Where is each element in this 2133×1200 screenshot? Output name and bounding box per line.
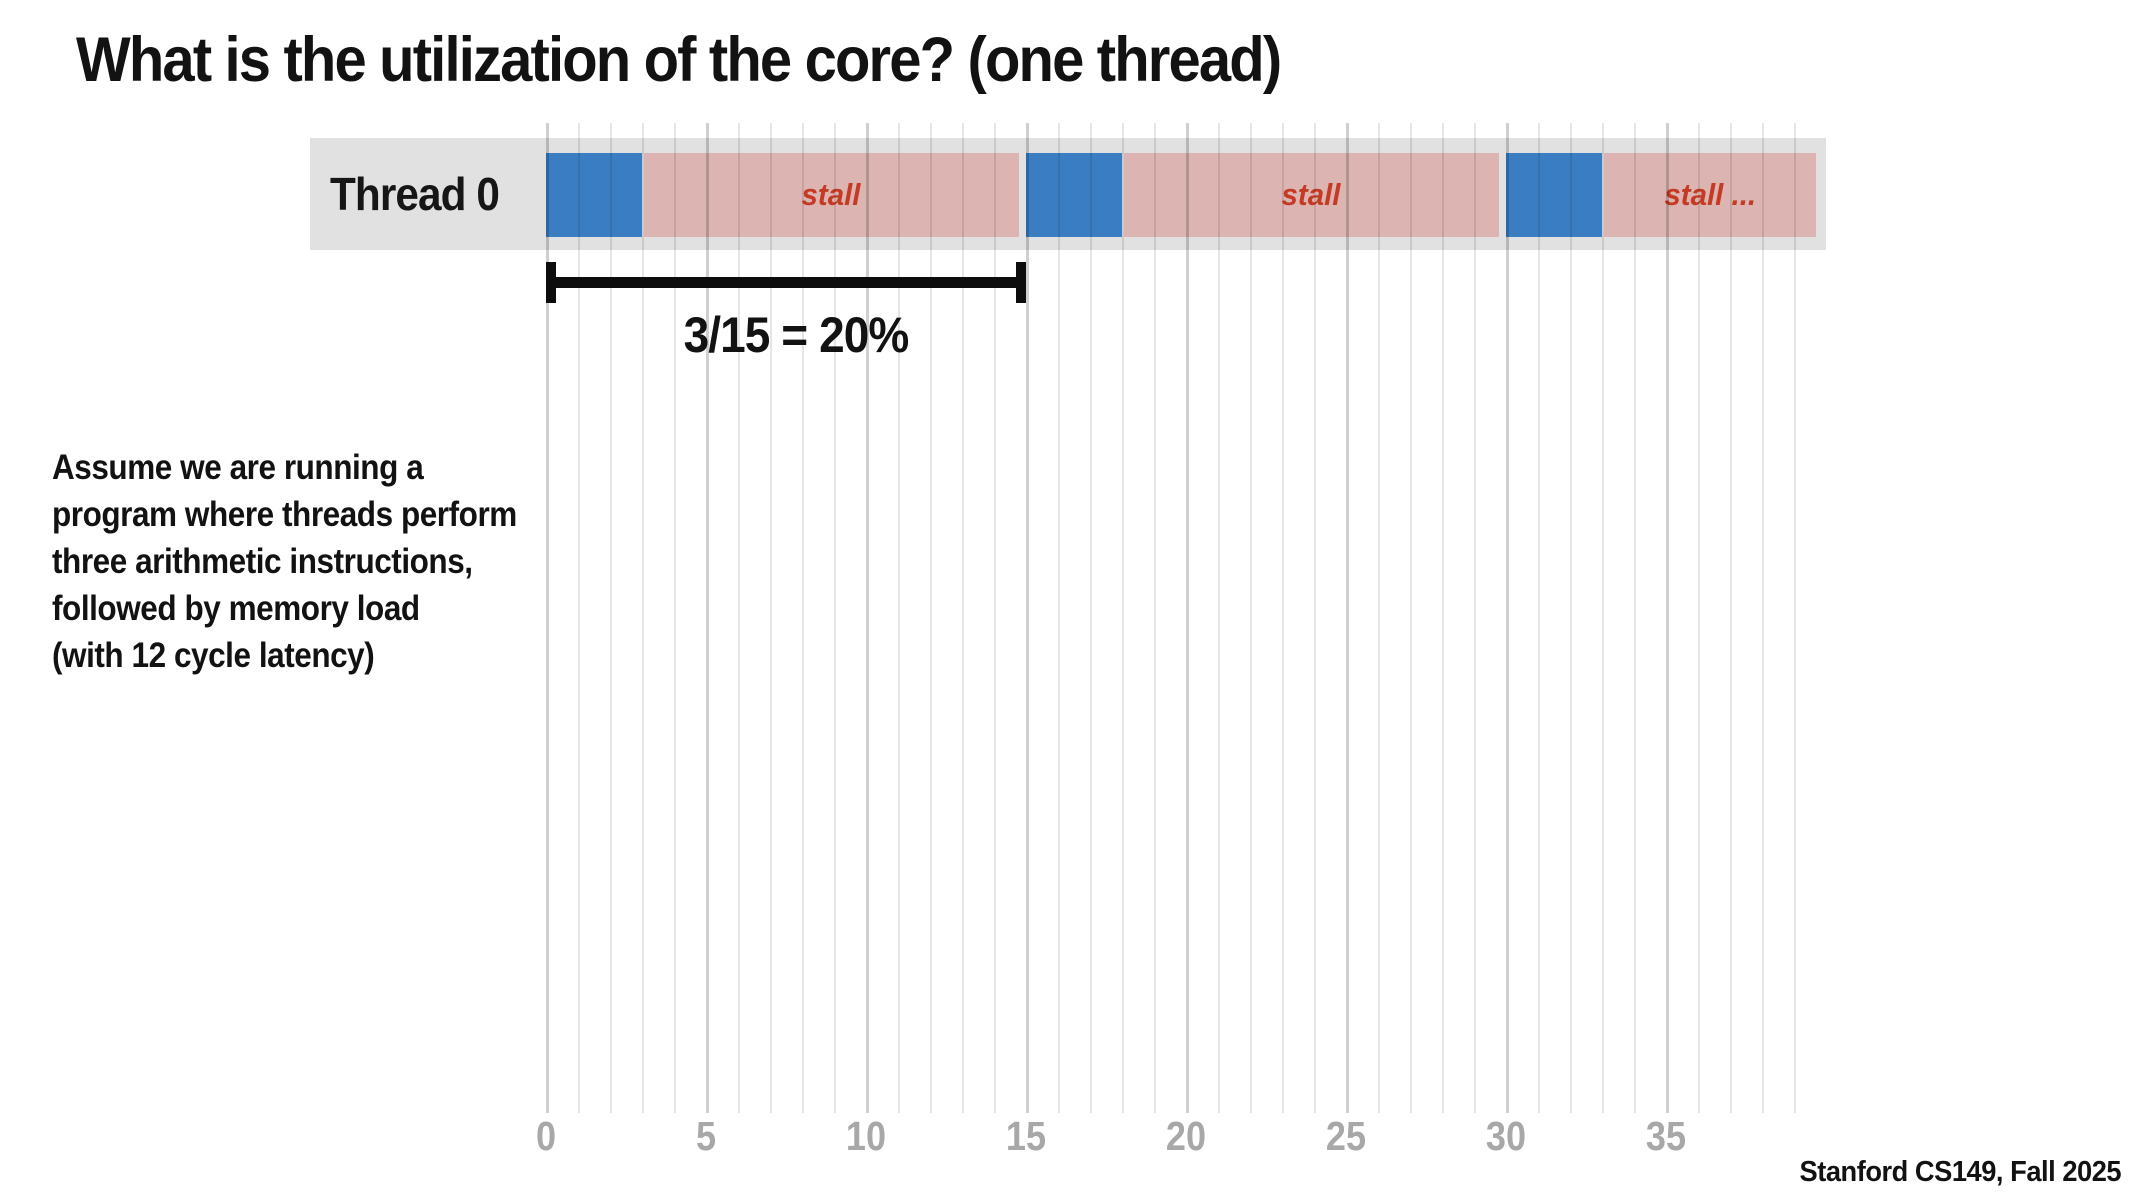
gridline (1058, 123, 1060, 1113)
gridline (610, 123, 612, 1113)
busy-segment (1506, 153, 1602, 237)
utilization-label: 3/15 = 20% (683, 307, 910, 363)
gridline (1602, 123, 1604, 1113)
axis-tick-label: 35 (1645, 1113, 1687, 1159)
stall-segment: stall (1124, 153, 1499, 237)
gridline (642, 123, 644, 1113)
gridline (1282, 123, 1284, 1113)
gridline (1698, 123, 1700, 1113)
stall-segment: stall (644, 153, 1019, 237)
busy-segment (1026, 153, 1122, 237)
busy-segment (546, 153, 642, 237)
axis-tick-label: 5 (695, 1113, 717, 1159)
gridline (1154, 123, 1156, 1113)
slide-title: What is the utilization of the core? (on… (76, 25, 1282, 95)
gridline (834, 123, 836, 1113)
assumption-text: Assume we are running a program where th… (52, 448, 517, 675)
gridline (770, 123, 772, 1113)
axis-tick-label: 0 (535, 1113, 557, 1159)
gridline (1410, 123, 1412, 1113)
gridline (1378, 123, 1380, 1113)
gridline (1570, 123, 1572, 1113)
gridline (994, 123, 996, 1113)
stall-label: stall ... (1664, 177, 1756, 212)
gridline (1506, 123, 1509, 1113)
stall-segment: stall ... (1604, 153, 1816, 237)
gridline (1026, 123, 1029, 1113)
bracket-left-cap (546, 262, 556, 303)
stall-label: stall (802, 177, 861, 212)
gridline (930, 123, 932, 1113)
gridline (802, 123, 804, 1113)
gridline (674, 123, 676, 1113)
gridline (578, 123, 580, 1113)
gridline (1666, 123, 1669, 1113)
thread-label: Thread 0 (330, 168, 500, 220)
gridline (1186, 123, 1189, 1113)
axis-tick-label: 30 (1485, 1113, 1527, 1159)
gridline (1794, 123, 1796, 1113)
gridline (1218, 123, 1220, 1113)
gridline (962, 123, 964, 1113)
gridline (1762, 123, 1764, 1113)
gridline (738, 123, 740, 1113)
gridline (1730, 123, 1732, 1113)
gridline (1314, 123, 1316, 1113)
bracket-right-cap (1016, 262, 1026, 303)
gridline (1442, 123, 1444, 1113)
gridline (1090, 123, 1092, 1113)
axis-tick-label: 15 (1005, 1113, 1047, 1159)
axis-tick-label: 25 (1325, 1113, 1367, 1159)
thread-label-wrap: Thread 0 (330, 138, 514, 250)
gridline (1634, 123, 1636, 1113)
gridline (1538, 123, 1540, 1113)
gridline (866, 123, 869, 1113)
gridline (706, 123, 709, 1113)
gridline (1474, 123, 1476, 1113)
axis-tick-label: 20 (1165, 1113, 1207, 1159)
axis-tick-label: 10 (845, 1113, 887, 1159)
footer-credit: Stanford CS149, Fall 2025 (1799, 1156, 2121, 1188)
gridline (1250, 123, 1252, 1113)
gridline (898, 123, 900, 1113)
gridline (1122, 123, 1124, 1113)
stall-label: stall (1282, 177, 1341, 212)
bracket-line (546, 277, 1026, 288)
gridline (1346, 123, 1349, 1113)
